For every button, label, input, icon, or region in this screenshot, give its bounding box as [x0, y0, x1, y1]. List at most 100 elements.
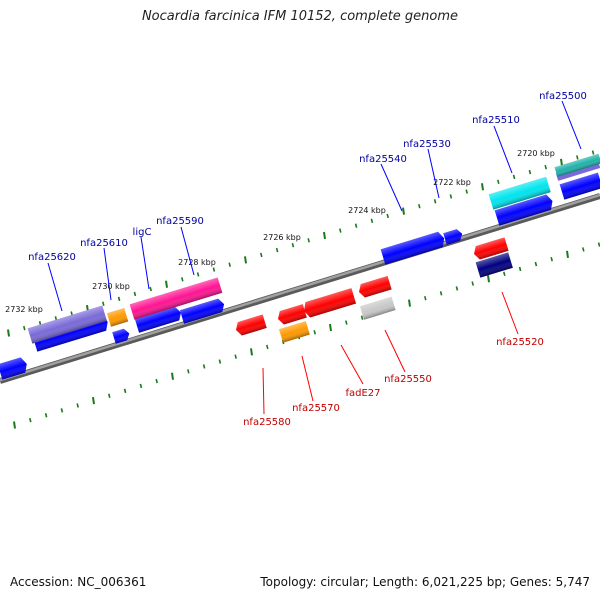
accession-text: Accession: NC_006361: [10, 575, 147, 589]
tick-mark: [139, 383, 143, 389]
tick-mark: [44, 413, 48, 418]
tick-mark: [102, 301, 105, 306]
label-nfa25620: nfa25620: [28, 252, 76, 263]
tick-mark: [196, 272, 200, 277]
tick-mark: [7, 329, 10, 337]
tick-mark: [534, 261, 538, 267]
gene-red-small[interactable]: [276, 304, 307, 326]
tick-mark: [424, 296, 427, 301]
label-nfa25510: nfa25510: [472, 115, 520, 126]
tick-mark: [266, 344, 269, 350]
kbp-label: 2720 kbp: [517, 149, 555, 158]
gene-nfa25610[interactable]: [106, 308, 129, 327]
map-title: Nocardia farcinica IFM 10152, complete g…: [141, 9, 459, 24]
label-nfa25580: nfa25580: [243, 417, 291, 428]
tick-mark: [181, 277, 184, 282]
tick-mark: [13, 421, 16, 429]
tick-mark: [228, 262, 231, 267]
tick-mark: [370, 218, 374, 224]
tick-mark: [250, 348, 253, 356]
tick-mark: [465, 189, 468, 194]
gene-fadE27[interactable]: [302, 288, 357, 319]
tick-mark: [171, 372, 174, 380]
tick-mark: [497, 179, 500, 185]
tick-mark: [518, 266, 522, 272]
tick-mark: [481, 183, 484, 191]
tick-mark: [244, 256, 247, 264]
label-ligC: ligC: [133, 227, 152, 238]
tick-mark: [260, 252, 263, 258]
label-nfa25550: nfa25550: [384, 374, 432, 385]
label-nfa25520: nfa25520: [496, 337, 544, 348]
gene-labels: nfa25620 nfa25610 ligC nfa25590 nfa25540…: [28, 91, 587, 428]
tick-mark: [471, 281, 474, 286]
gene-nfa25550[interactable]: [359, 296, 396, 320]
kbp-label: 2724 kbp: [348, 206, 386, 215]
tick-mark: [60, 408, 64, 413]
tick-mark: [566, 250, 569, 258]
genome-stats-text: Topology: circular; Length: 6,021,225 bp…: [260, 575, 590, 589]
gene-nfa25540[interactable]: [380, 231, 447, 265]
gene-nfa25530[interactable]: [443, 228, 464, 245]
tick-mark: [234, 354, 237, 359]
genes-forward: [27, 153, 600, 344]
tick-mark: [313, 330, 316, 335]
kbp-labels: 2732 kbp 2730 kbp 2728 kbp 2726 kbp 2724 kbp…: [5, 149, 555, 314]
tick-mark: [582, 247, 585, 252]
label-nfa25500: nfa25500: [539, 91, 587, 102]
tick-mark: [503, 271, 506, 277]
tick-mark: [23, 325, 26, 331]
label-nfa25570: nfa25570: [292, 403, 340, 414]
gene-nfa25620[interactable]: [27, 305, 107, 344]
kbp-label: 2730 kbp: [92, 282, 130, 291]
label-nfa25540: nfa25540: [359, 154, 407, 165]
tick-mark: [560, 158, 563, 166]
backbone: [0, 193, 600, 384]
gene-ligC[interactable]: [129, 277, 223, 320]
tick-mark: [544, 165, 547, 170]
tick-mark: [439, 291, 443, 296]
tick-mark: [202, 364, 206, 369]
tick-mark: [487, 275, 490, 283]
tick-mark: [218, 359, 222, 364]
label-nfa25530: nfa25530: [403, 139, 451, 150]
tick-mark: [323, 231, 326, 240]
label-nfa25590: nfa25590: [156, 216, 204, 227]
ticks-upper: [7, 150, 595, 337]
tick-mark: [360, 315, 364, 320]
tick-mark: [155, 378, 158, 384]
gene-red-small-2[interactable]: [357, 275, 392, 299]
tick-mark: [133, 291, 137, 297]
tick-mark: [386, 213, 389, 219]
tick-mark: [455, 286, 459, 291]
tick-mark: [433, 199, 437, 204]
kbp-label: 2728 kbp: [178, 258, 216, 267]
leader-lines: [47, 100, 582, 415]
tick-mark: [165, 280, 168, 288]
tick-mark: [187, 369, 190, 374]
tick-mark: [275, 247, 279, 253]
tick-mark: [449, 194, 453, 199]
tick-mark: [591, 150, 595, 155]
tick-mark: [354, 223, 358, 228]
tick-mark: [402, 207, 405, 215]
gene-nfa25570[interactable]: [278, 321, 310, 343]
tick-mark: [212, 267, 216, 272]
gene-nfa25580[interactable]: [234, 314, 267, 337]
tick-mark: [92, 396, 95, 405]
tick-mark: [528, 169, 532, 175]
ticks-lower: [13, 242, 600, 429]
kbp-label: 2722 kbp: [433, 178, 471, 187]
tick-mark: [117, 296, 121, 302]
tick-mark: [291, 243, 295, 248]
gene-nfa25520[interactable]: [472, 237, 509, 260]
label-fadE27: fadE27: [345, 388, 380, 399]
tick-mark: [550, 257, 553, 262]
gene-nfa25500[interactable]: [554, 153, 600, 177]
kbp-label: 2726 kbp: [263, 233, 301, 242]
gene-nfa25510[interactable]: [488, 176, 551, 210]
tick-mark: [408, 299, 411, 307]
tick-mark: [339, 228, 342, 233]
gene-nfa25590[interactable]: [179, 297, 226, 324]
